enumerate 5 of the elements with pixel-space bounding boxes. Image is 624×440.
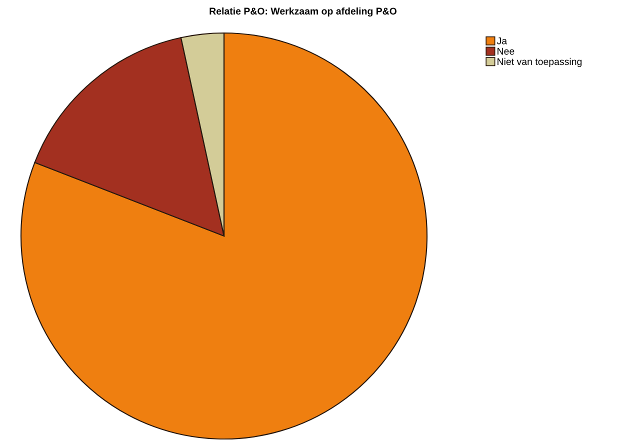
pie-slice <box>20 32 428 440</box>
legend-label: Nee <box>498 48 514 55</box>
legend-label: Niet van toepassing <box>498 58 582 67</box>
legend-label: Ja <box>496 38 508 44</box>
chart-title: Relatie P&O: Werkzaam op afdeling P&O <box>210 7 397 17</box>
